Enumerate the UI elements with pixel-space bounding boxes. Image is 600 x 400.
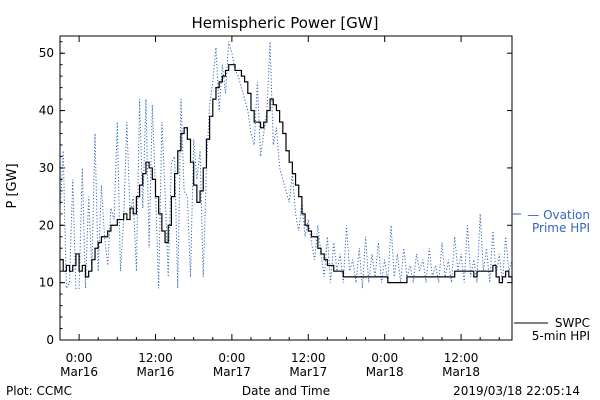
x-tick-time-label: 12:00 <box>444 351 479 365</box>
y-tick-label: 20 <box>39 218 54 232</box>
legend-label-ovation: — Ovation <box>527 208 590 222</box>
legend-label-swpc: 5-min HPI <box>532 329 590 343</box>
y-tick-label: 30 <box>39 161 54 175</box>
legend-label-swpc: SWPC <box>555 316 590 330</box>
x-tick-date-label: Mar16 <box>60 365 98 379</box>
x-tick-time-label: 0:00 <box>218 351 245 365</box>
x-tick-date-label: Mar17 <box>213 365 251 379</box>
y-axis-label: P [GW] <box>5 163 20 208</box>
y-tick-label: 50 <box>39 46 54 60</box>
x-tick-time-label: 12:00 <box>291 351 326 365</box>
y-tick-label: 0 <box>46 333 54 347</box>
y-tick-label: 40 <box>39 104 54 118</box>
series-line-swpc <box>60 64 513 284</box>
chart-title: Hemispheric Power [GW] <box>192 14 379 32</box>
x-tick-date-label: Mar18 <box>442 365 480 379</box>
series-line-ovation <box>59 41 513 291</box>
legend-label-ovation: Prime HPI <box>532 221 590 235</box>
plot-timestamp: 2019/03/18 22:05:14 <box>453 384 580 398</box>
plot-area: 010203040500:00Mar1612:00Mar160:00Mar171… <box>39 35 513 379</box>
x-tick-date-label: Mar17 <box>289 365 327 379</box>
x-tick-time-label: 0:00 <box>371 351 398 365</box>
y-tick-label: 10 <box>39 276 54 290</box>
x-axis-label: Date and Time <box>242 384 330 398</box>
x-tick-time-label: 0:00 <box>66 351 93 365</box>
x-tick-date-label: Mar18 <box>366 365 404 379</box>
x-tick-time-label: 12:00 <box>138 351 173 365</box>
plot-frame <box>59 35 513 341</box>
plot-credit: Plot: CCMC <box>6 384 72 398</box>
x-tick-date-label: Mar16 <box>137 365 175 379</box>
